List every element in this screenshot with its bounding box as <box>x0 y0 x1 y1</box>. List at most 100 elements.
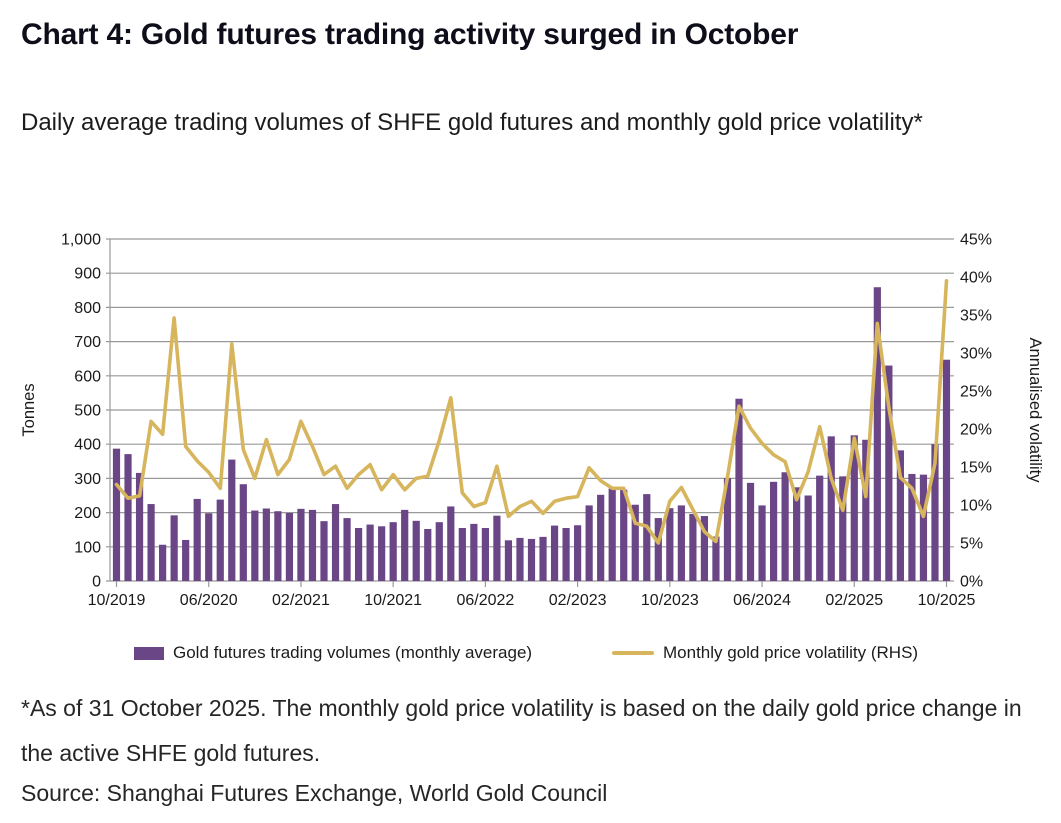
chart-subtitle: Daily average trading volumes of SHFE go… <box>21 109 923 136</box>
left-axis-tick-label: 400 <box>74 437 101 454</box>
left-axis-tick-label: 1,000 <box>61 232 101 249</box>
volume-bar <box>481 527 489 581</box>
volume-bar <box>689 513 697 581</box>
source-line: Source: Shanghai Futures Exchange, World… <box>21 780 608 806</box>
volume-bar <box>758 505 766 581</box>
volume-bar <box>193 498 201 581</box>
volume-bar <box>942 359 951 581</box>
volume-bar <box>677 505 685 581</box>
x-axis-tick-label: 02/2021 <box>272 592 330 609</box>
legend-item-volumes: Gold futures trading volumes (monthly av… <box>134 639 532 667</box>
volume-bar <box>608 488 616 581</box>
volume-bar <box>378 526 386 581</box>
volume-bar <box>746 482 755 581</box>
volume-bar <box>585 505 593 581</box>
volatility-line <box>114 278 949 545</box>
left-axis-title: Tonnes <box>20 383 38 436</box>
volume-bar <box>873 287 881 581</box>
volume-bar <box>504 540 513 581</box>
volume-bar <box>435 522 443 581</box>
x-axis-tick-label: 10/2021 <box>364 592 422 609</box>
volume-bar <box>816 475 824 581</box>
volume-bar <box>354 527 363 581</box>
volume-bar <box>112 448 121 581</box>
volume-bar <box>285 512 294 581</box>
volume-bar <box>424 529 432 581</box>
volume-bar <box>539 536 547 581</box>
volume-bar <box>804 495 812 581</box>
footnote: *As of 31 October 2025. The monthly gold… <box>21 695 1022 766</box>
volume-bar <box>308 509 317 581</box>
left-axis-tick-label: 500 <box>74 403 101 420</box>
volume-bar <box>239 484 247 581</box>
volume-bar <box>620 489 628 581</box>
volume-bar <box>389 522 397 581</box>
volume-bar <box>274 511 282 581</box>
line-swatch-icon <box>612 651 654 655</box>
volume-bar <box>135 472 144 581</box>
volume-bar <box>205 513 213 581</box>
volume-bar <box>919 474 928 581</box>
volume-bar <box>666 508 674 581</box>
volume-bar <box>516 537 524 581</box>
volume-bar <box>216 499 224 581</box>
volume-bar <box>574 525 582 581</box>
volume-bar <box>527 538 536 581</box>
x-axis-tick-label: 10/2025 <box>918 592 976 609</box>
left-axis-tick-label: 600 <box>74 368 101 385</box>
volume-bar <box>597 494 605 581</box>
volume-bar <box>182 539 190 581</box>
right-axis-tick-label: 35% <box>960 308 992 325</box>
volume-bar <box>262 508 270 581</box>
volume-bar <box>147 504 155 581</box>
right-axis-tick-label: 15% <box>960 460 992 477</box>
right-axis-tick-label: 10% <box>960 498 992 515</box>
right-axis-tick-label: 45% <box>960 232 992 249</box>
volume-bar <box>781 472 789 581</box>
volume-bar <box>550 525 559 581</box>
x-axis-tick-label: 06/2024 <box>733 592 791 609</box>
volume-bar <box>331 504 340 581</box>
x-axis-tick-label: 02/2025 <box>825 592 883 609</box>
volume-bar <box>712 536 720 581</box>
chart-canvas: 0 100 200 300 400 500 600 700 800 900 1,000 0% 5% 10%… <box>20 232 1044 610</box>
volume-bar <box>827 436 835 581</box>
chart-legend: Gold futures trading volumes (monthly av… <box>0 639 1061 667</box>
legend-volatility-label: Monthly gold price volatility (RHS) <box>663 643 919 662</box>
volume-bar <box>908 473 916 581</box>
volume-bar <box>297 508 305 581</box>
volume-bar <box>320 521 328 581</box>
left-axis-tick-label: 900 <box>74 266 101 283</box>
volume-bar <box>793 487 801 581</box>
right-axis-tick-label: 20% <box>960 422 992 439</box>
volume-bar <box>735 398 743 581</box>
legend-item-volatility: Monthly gold price volatility (RHS) <box>612 639 918 667</box>
volume-bar <box>159 544 167 581</box>
volume-bar <box>343 518 351 581</box>
volume-bar <box>723 478 732 581</box>
volume-bar <box>170 515 178 581</box>
volume-bar <box>251 510 259 581</box>
volume-bar <box>850 435 858 581</box>
volume-bar <box>896 450 904 581</box>
volume-bar <box>447 506 455 581</box>
right-axis-tick-label: 25% <box>960 384 992 401</box>
right-axis-tick-label: 5% <box>960 536 983 553</box>
volume-bar <box>366 524 374 581</box>
volume-bar <box>885 365 893 581</box>
right-axis-tick-label: 0% <box>960 574 983 591</box>
bar-swatch-icon <box>134 646 164 660</box>
right-axis-title: Annualised volatility <box>1026 338 1044 484</box>
volume-bar <box>228 459 236 581</box>
volume-bar <box>700 516 709 581</box>
legend-volumes-label: Gold futures trading volumes (monthly av… <box>173 643 533 662</box>
left-axis-tick-label: 300 <box>74 471 101 488</box>
volume-bar <box>412 520 420 581</box>
volume-bar <box>631 504 639 581</box>
left-axis-tick-label: 800 <box>74 300 101 317</box>
left-axis-tick-label: 200 <box>74 505 101 522</box>
right-axis-tick-label: 40% <box>960 270 992 287</box>
volume-bar <box>458 527 466 581</box>
page-title: Chart 4: Gold futures trading activity s… <box>21 18 799 51</box>
